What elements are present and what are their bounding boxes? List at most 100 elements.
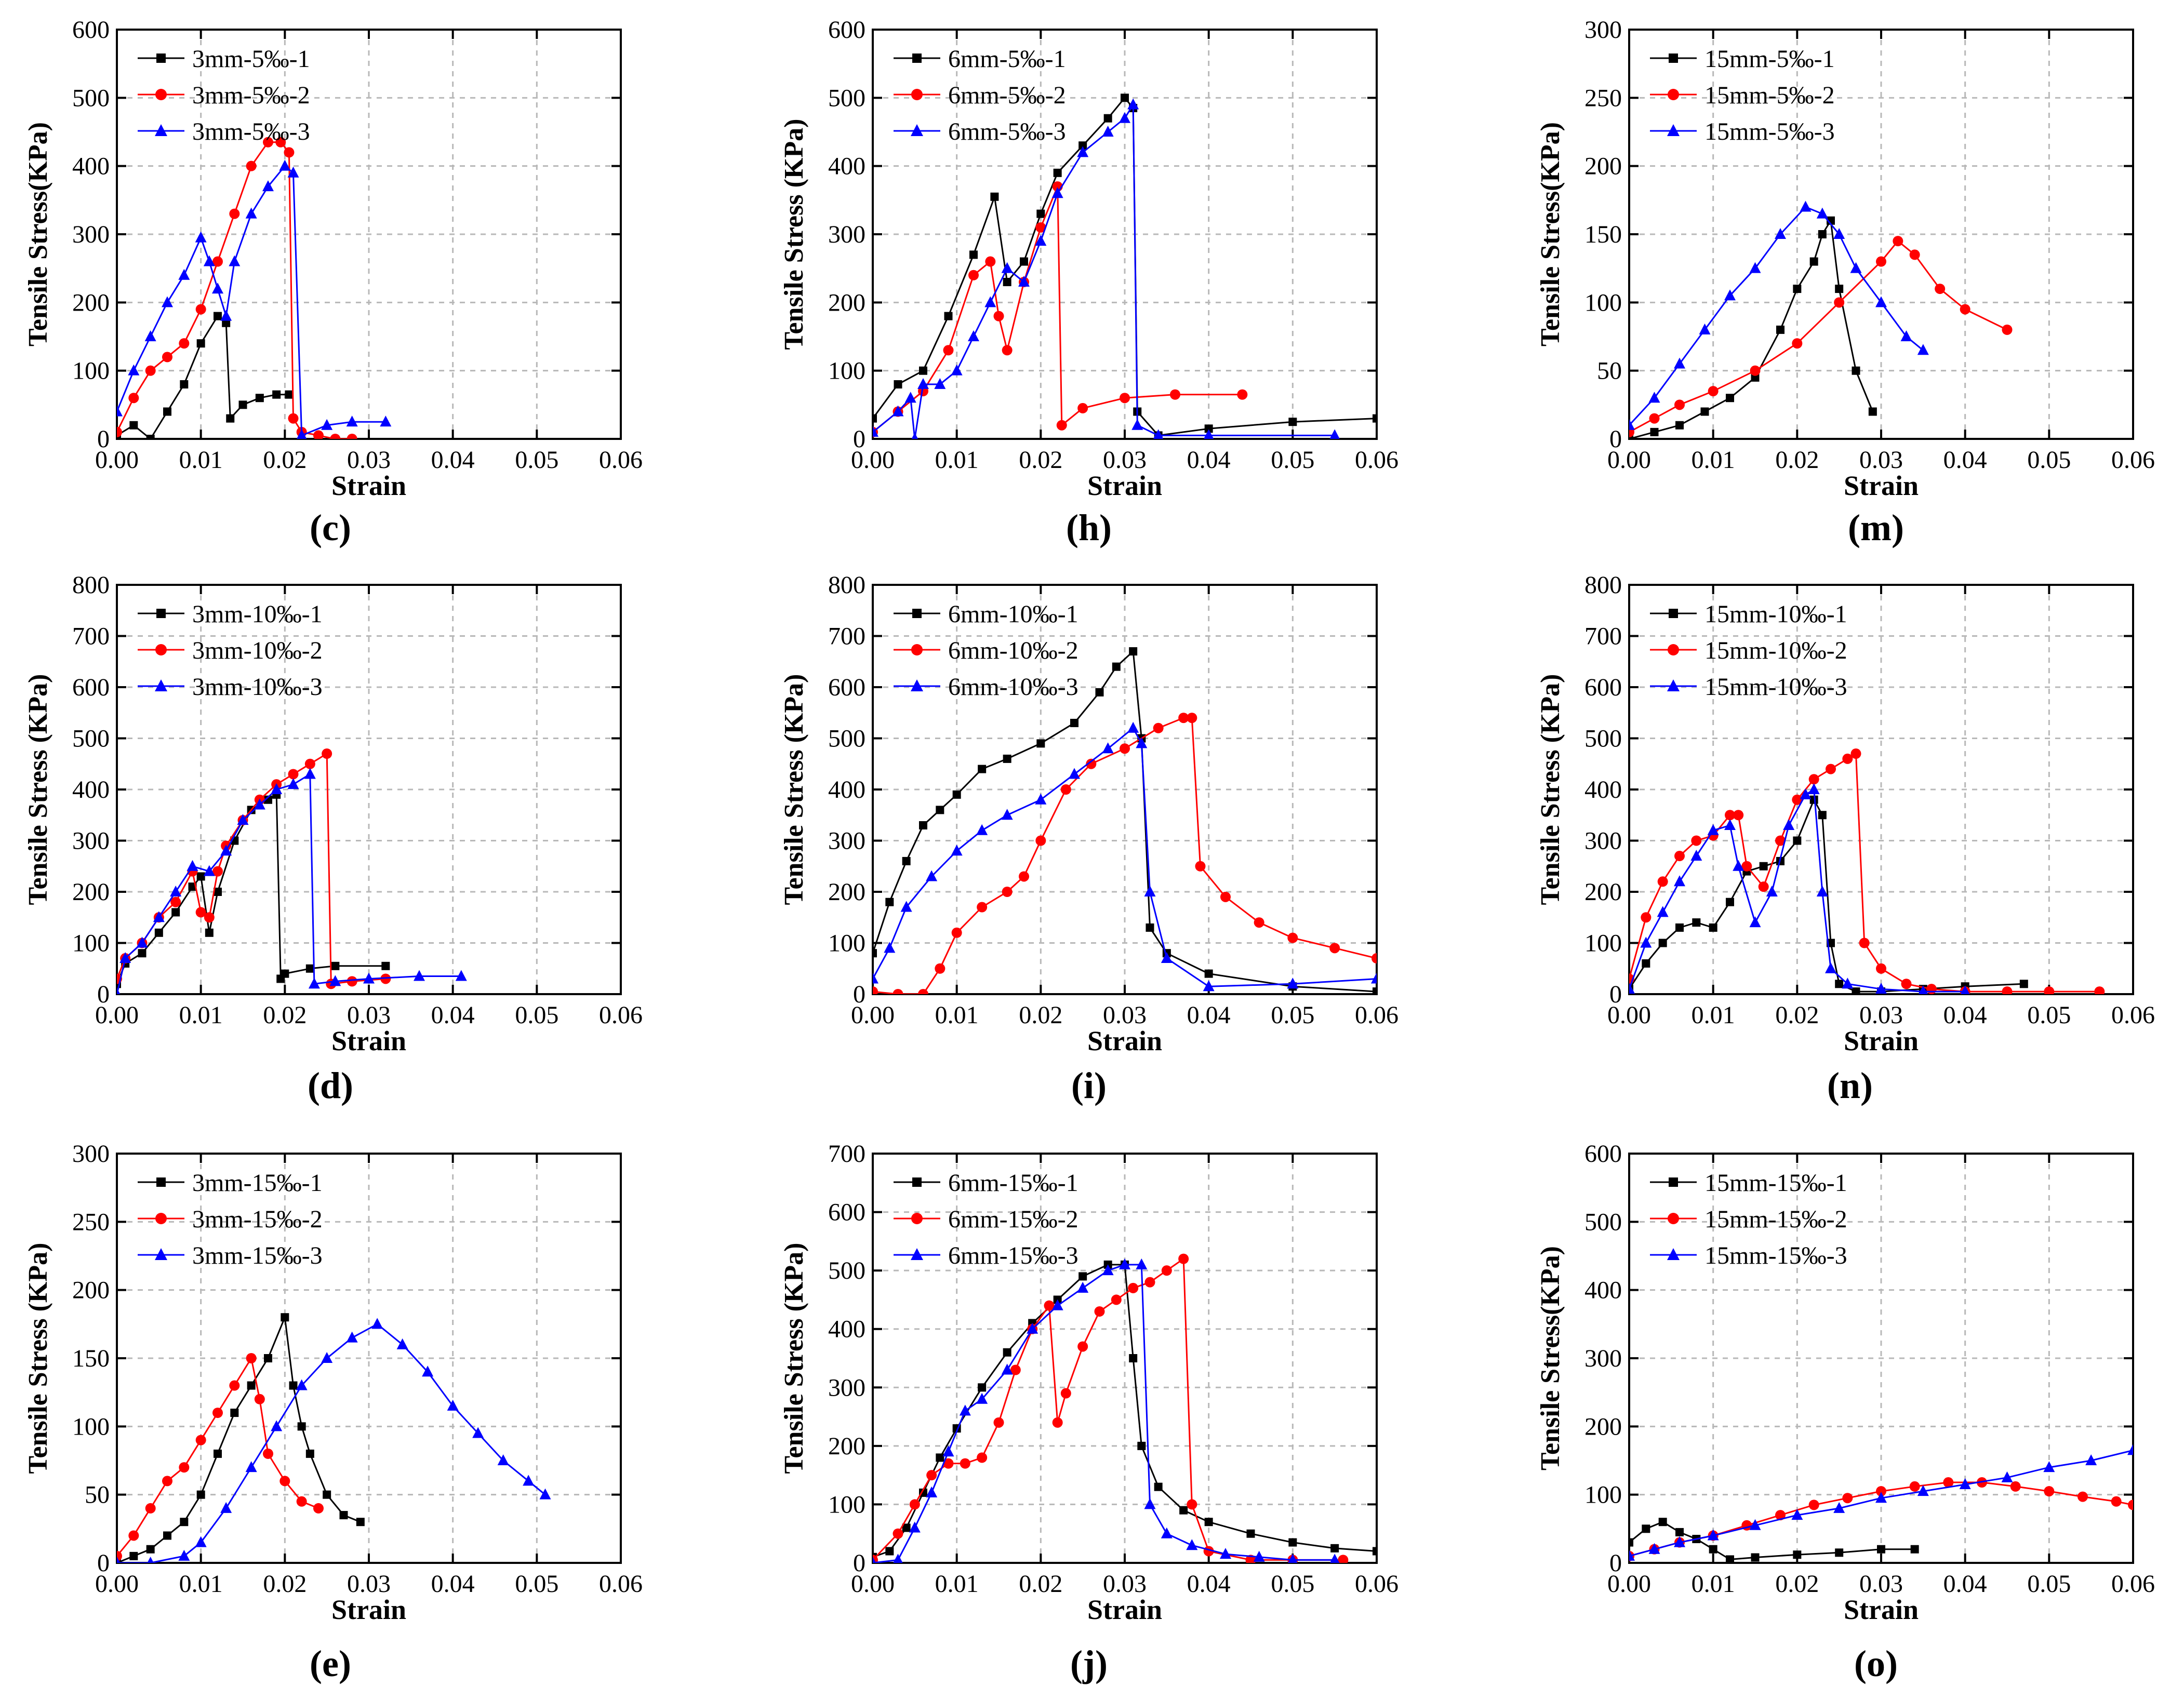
- data-point-triangle: [1136, 737, 1148, 748]
- legend-marker-circle: [155, 89, 167, 100]
- data-point-square: [902, 1523, 911, 1532]
- data-point-triangle: [1629, 1549, 1635, 1561]
- data-point-circle: [117, 426, 122, 437]
- data-point-square: [1373, 987, 1377, 994]
- data-layer: [873, 647, 1377, 994]
- series-line-2: [117, 141, 352, 439]
- data-point-circle: [1842, 753, 1853, 764]
- data-point-triangle: [1119, 1258, 1130, 1269]
- data-point-triangle: [1825, 962, 1836, 973]
- series-line-2: [117, 1357, 319, 1557]
- data-point-circle: [1035, 835, 1046, 846]
- legend-marker-square: [156, 1177, 166, 1187]
- data-point-triangle: [1253, 1550, 1265, 1562]
- data-point-triangle: [472, 1427, 484, 1438]
- data-point-triangle: [1018, 275, 1030, 287]
- data-point-triangle: [1001, 809, 1013, 820]
- data-point-triangle: [170, 886, 182, 896]
- y-tick-label: 0: [1609, 981, 1622, 1008]
- data-point-square: [289, 1381, 298, 1390]
- data-point-square: [1288, 1538, 1297, 1547]
- data-point-triangle: [1918, 985, 1928, 994]
- data-point-circle: [279, 1476, 290, 1487]
- data-point-square: [990, 192, 999, 201]
- data-point-square: [1330, 1544, 1339, 1552]
- x-tick-label: 0.05: [515, 1001, 558, 1029]
- data-point-square: [1629, 1538, 1633, 1547]
- legend-marker-triangle: [155, 1248, 167, 1260]
- data-point-triangle: [1127, 721, 1139, 733]
- data-point-square: [1003, 1348, 1011, 1357]
- x-tick-label: 0.06: [2111, 1001, 2155, 1029]
- data-point-circle: [1725, 810, 1735, 821]
- data-point-circle: [212, 256, 223, 267]
- data-point-triangle: [1648, 1543, 1660, 1554]
- x-tick-label: 0.06: [599, 446, 643, 474]
- chart-panel-m: 0.00 0.01 0.02 0.03 0.04 0.05 0.06 0 50 100 150 200…: [1536, 16, 2155, 548]
- x-tick-label: 0.02: [263, 1570, 307, 1598]
- y-tick-label: 250: [1584, 84, 1622, 112]
- y-tick-label: 200: [1584, 1413, 1622, 1440]
- x-tick-label: 0.04: [1943, 1570, 1987, 1598]
- data-point-circle: [246, 160, 257, 171]
- data-point-triangle: [884, 942, 896, 953]
- data-point-circle: [1926, 984, 1937, 994]
- y-axis-label: Tensile Stress(KPa): [23, 122, 53, 346]
- data-point-square: [1852, 987, 1860, 994]
- legend-marker-circle: [1668, 644, 1679, 655]
- chart-panel-h: 0.00 0.01 0.02 0.03 0.04 0.05 0.06 0 100 200 300 40…: [779, 16, 1399, 548]
- data-point-square: [1003, 754, 1011, 763]
- data-point-circle: [263, 137, 273, 148]
- data-point-triangle: [422, 1366, 434, 1377]
- data-point-square: [1793, 1550, 1802, 1559]
- data-point-circle: [1086, 758, 1097, 769]
- data-point-triangle: [1127, 98, 1139, 110]
- x-tick-label: 0.05: [515, 446, 558, 474]
- data-point-square: [969, 250, 978, 259]
- legend-label: 6mm-10‰-1: [948, 600, 1078, 628]
- y-tick-label: 600: [1584, 1140, 1622, 1168]
- data-point-triangle: [1875, 296, 1887, 307]
- y-tick-label: 0: [1609, 1549, 1622, 1577]
- y-tick-label: 50: [1597, 357, 1622, 385]
- data-point-square: [264, 795, 272, 804]
- data-point-circle: [968, 270, 979, 280]
- y-tick-label: 400: [828, 776, 865, 804]
- data-point-square: [1852, 366, 1860, 375]
- x-axis-label: Strain: [331, 470, 406, 501]
- data-point-circle: [935, 963, 945, 974]
- data-point-triangle: [220, 845, 232, 856]
- data-point-square: [238, 400, 247, 409]
- y-tick-label: 150: [1584, 221, 1622, 248]
- data-point-triangle: [1657, 906, 1669, 917]
- x-tick-label: 0.05: [2027, 1570, 2071, 1598]
- data-point-triangle: [1724, 289, 1736, 301]
- data-point-circle: [128, 393, 139, 404]
- data-point-square: [1709, 923, 1717, 932]
- y-tick-label: 500: [1584, 1208, 1622, 1236]
- data-point-triangle: [279, 159, 291, 171]
- data-point-square: [1020, 257, 1028, 266]
- data-point-triangle: [1833, 1502, 1845, 1513]
- data-point-circle: [1220, 891, 1231, 902]
- data-point-square: [138, 949, 147, 958]
- y-tick-label: 0: [853, 1549, 865, 1577]
- data-point-circle: [1943, 1477, 1954, 1488]
- data-point-circle: [195, 1435, 206, 1445]
- data-point-square: [146, 435, 155, 439]
- data-point-circle: [1842, 1493, 1853, 1504]
- data-layer: [117, 748, 467, 994]
- data-point-triangle: [951, 845, 963, 856]
- data-point-triangle: [414, 970, 425, 981]
- data-point-triangle: [271, 1420, 283, 1431]
- legend-label: 15mm-10‰-3: [1704, 673, 1847, 701]
- data-point-triangle: [1707, 1529, 1719, 1541]
- data-point-square: [281, 1313, 289, 1322]
- data-point-triangle: [245, 207, 257, 219]
- y-tick-label: 50: [85, 1481, 110, 1509]
- data-point-triangle: [203, 255, 215, 266]
- data-point-triangle: [911, 433, 918, 439]
- data-point-triangle: [321, 1352, 333, 1363]
- data-point-circle: [162, 1476, 172, 1487]
- x-axis-label: Strain: [331, 1594, 406, 1625]
